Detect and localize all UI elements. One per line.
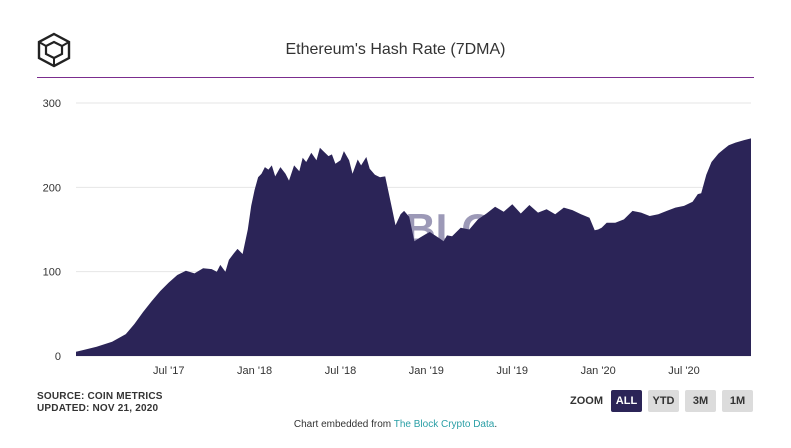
zoom-ytd-button[interactable]: YTD [648,390,679,412]
source-info: SOURCE: COIN METRICS UPDATED: NOV 21, 20… [37,391,163,415]
source-line: SOURCE: COIN METRICS [37,391,163,402]
hash-rate-area [76,138,751,356]
title-divider [37,77,754,78]
chart-title: Ethereum's Hash Rate (7DMA) [285,41,506,58]
zoom-label: ZOOM [570,395,603,407]
x-tick-label: Jul '18 [325,365,356,377]
the-block-logo-icon [37,32,71,68]
x-tick-label: Jul '20 [668,365,699,377]
updated-line: UPDATED: NOV 21, 2020 [37,403,159,414]
y-tick-label: 0 [55,351,61,363]
x-tick-label: Jan '20 [581,365,616,377]
x-tick-label: Jan '19 [409,365,444,377]
y-tick-label: 100 [43,267,61,279]
zoom-3m-button[interactable]: 3M [685,390,716,412]
embed-suffix: . [494,419,498,430]
zoom-controls: ZOOM ALL YTD 3M 1M [570,390,753,412]
zoom-all-button[interactable]: ALL [611,390,642,412]
x-tick-label: Jul '19 [497,365,528,377]
x-tick-label: Jul '17 [153,365,184,377]
zoom-1m-button[interactable]: 1M [722,390,753,412]
embed-credit: Chart embedded from The Block Crypto Dat… [0,419,791,430]
x-tick-label: Jan '18 [237,365,272,377]
embed-link[interactable]: The Block Crypto Data [393,419,495,430]
y-tick-label: 300 [43,98,61,110]
y-tick-label: 200 [43,182,61,194]
embed-prefix: Chart embedded from [293,419,394,430]
